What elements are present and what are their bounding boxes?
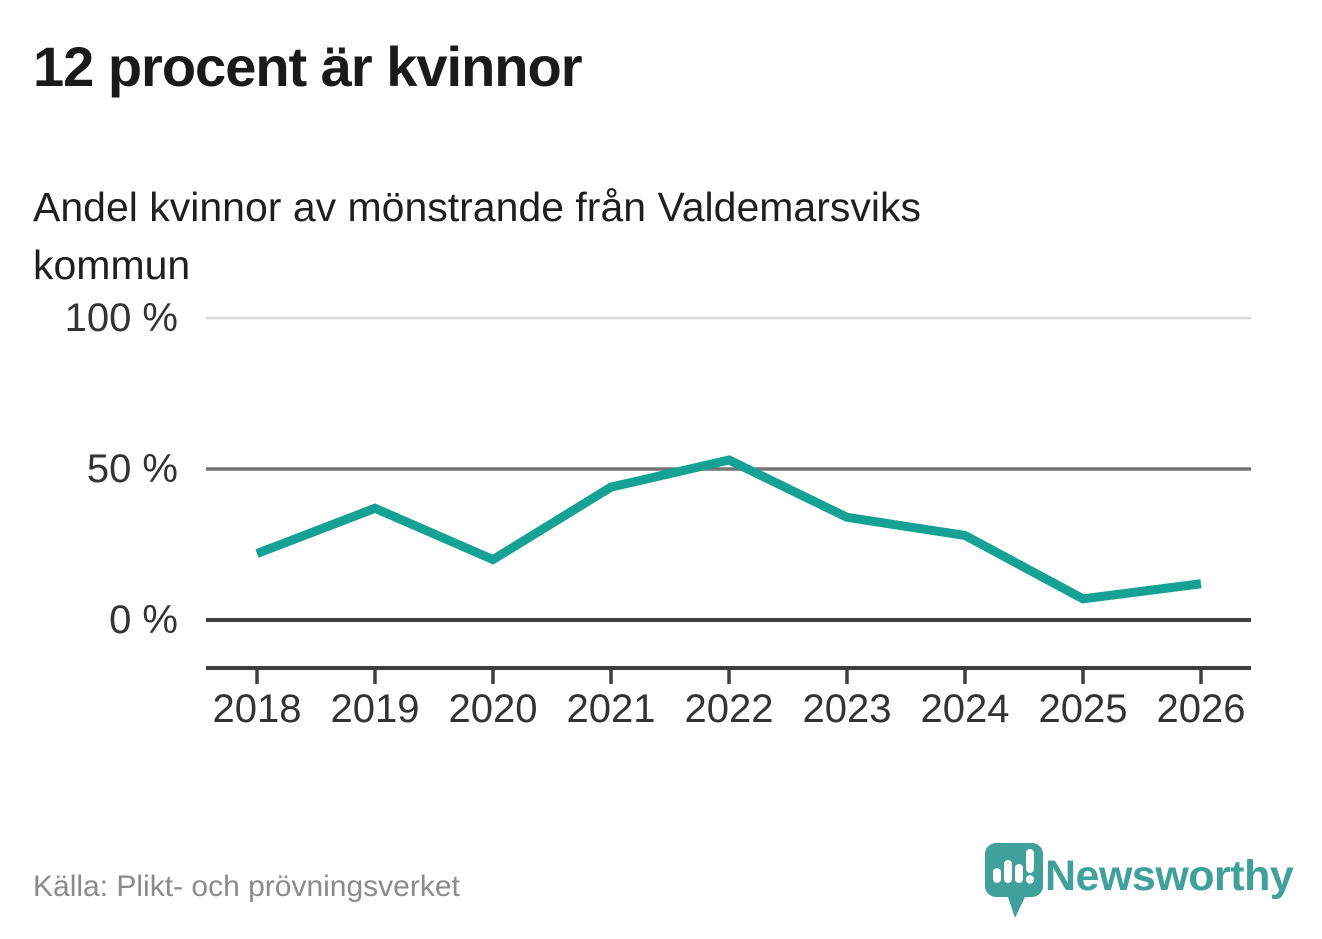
brand-name: Newsworthy [1045,852,1294,900]
x-tick-label-2025: 2025 [1038,687,1128,731]
x-tick-label-2019: 2019 [330,687,420,731]
x-tick-label-2023: 2023 [802,687,892,731]
x-tick-label-2018: 2018 [212,687,302,731]
data-series-line [255,455,1202,604]
newsworthy-logo: Newsworthy [983,841,1294,925]
x-tick-label-2022: 2022 [684,687,774,731]
chart-subtitle: Andel kvinnor av mönstrande från Valdema… [33,178,921,294]
chart-subtitle-line1: Andel kvinnor av mönstrande från Valdema… [33,184,921,230]
y-tick-label-50: 50 % [86,447,178,491]
x-tick-label-2024: 2024 [920,687,1010,731]
x-tick-label-2026: 2026 [1156,687,1246,731]
newsworthy-chart-bubble-icon [985,843,1043,918]
source-label: Källa: Plikt- och prövningsverket [33,870,460,903]
page-title: 12 procent är kvinnor [33,35,583,98]
y-tick-label-0: 0 % [109,598,178,642]
x-tick-label-2020: 2020 [448,687,538,731]
y-tick-label-100: 100 % [64,296,178,340]
x-tick-label-2021: 2021 [566,687,656,731]
chart-subtitle-line2: kommun [33,242,191,288]
